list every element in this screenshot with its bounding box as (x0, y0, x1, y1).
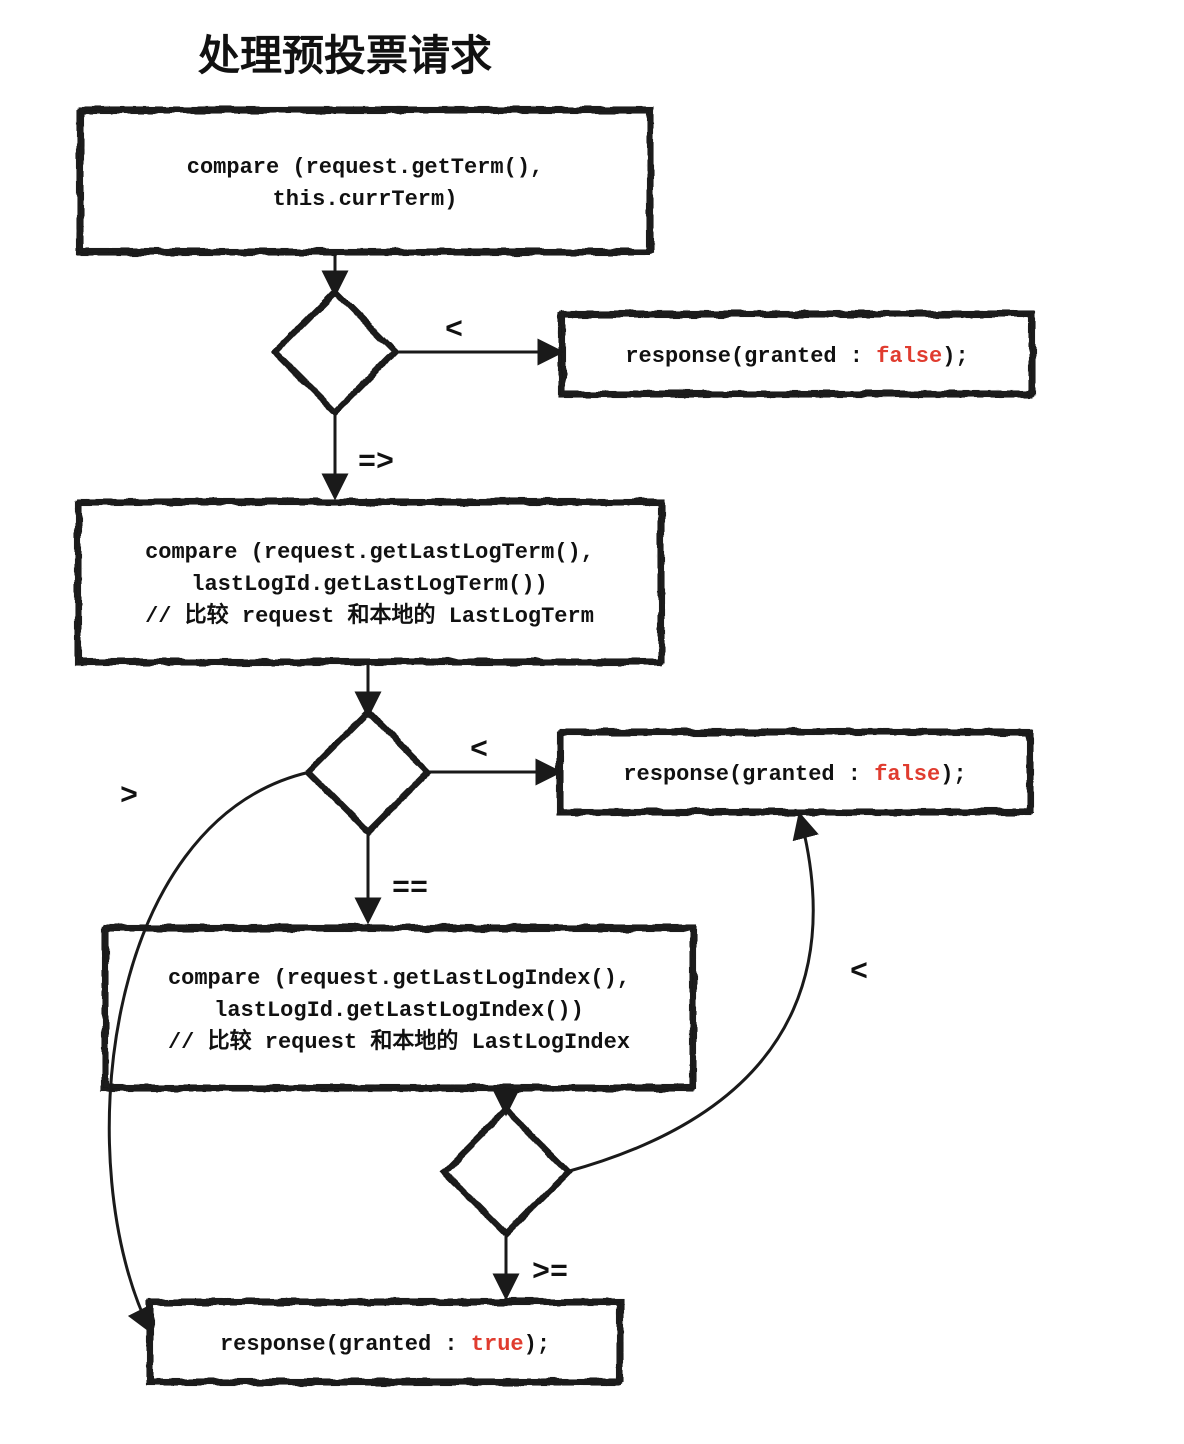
diagram-title: 处理预投票请求 (198, 32, 492, 79)
resp_false1-text: response(granted : false); (625, 344, 968, 369)
box1-line0: compare (request.getTerm(), (187, 155, 543, 180)
box1-box (79, 109, 652, 254)
e_d2_box3-label: == (392, 872, 428, 906)
boxes-group (77, 109, 1034, 1384)
box1-line1: this.currTerm) (273, 187, 458, 212)
box3-line1: lastLogId.getLastLogIndex()) (214, 998, 584, 1023)
box2-line0: compare (request.getLastLogTerm(), (145, 540, 594, 565)
diamond1-diamond (274, 291, 397, 414)
e_d2_false2-label: < (470, 734, 488, 768)
diamond2-diamond (307, 711, 430, 834)
flowchart-canvas: 处理预投票请求 compare (request.getTerm(), this.… (0, 0, 1184, 1444)
e_d1_box2-label: => (358, 446, 394, 480)
e_d2_true_curve-label: > (120, 780, 138, 814)
box2-comment: // 比较 request 和本地的 LastLogTerm (145, 602, 594, 629)
resp_false2-text: response(granted : false); (623, 762, 966, 787)
box3-comment: // 比较 request 和本地的 LastLogIndex (168, 1028, 630, 1055)
e_d3_true-label: >= (532, 1256, 568, 1290)
diamonds-group (274, 291, 570, 1236)
e_d1_false1-label: < (445, 314, 463, 348)
box3-line0: compare (request.getLastLogIndex(), (168, 966, 630, 991)
box2-line1: lastLogId.getLastLogTerm()) (191, 572, 547, 597)
diamond3-diamond (443, 1109, 570, 1236)
resp_true-text: response(granted : true); (220, 1332, 550, 1357)
e_d3_false2_curve-label: < (850, 956, 868, 990)
